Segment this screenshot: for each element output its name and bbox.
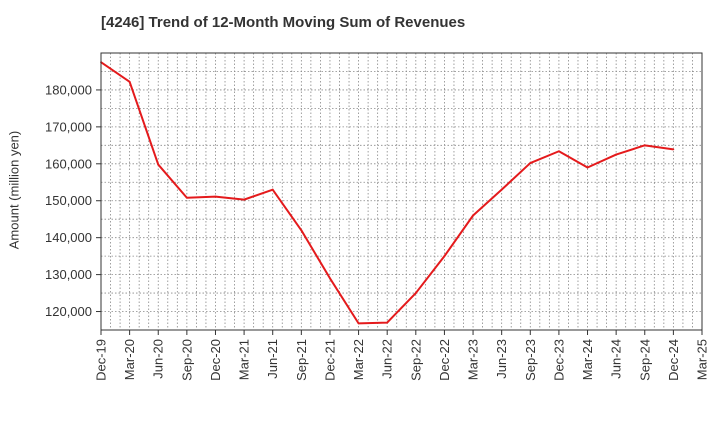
- x-tick-label: Sep-20: [179, 339, 194, 381]
- y-tick-label: 120,000: [45, 304, 92, 319]
- x-tick-label: Sep-22: [408, 339, 423, 381]
- data-point: [414, 292, 417, 294]
- data-point: [615, 153, 618, 156]
- data-point: [214, 195, 217, 198]
- data-point: [500, 188, 503, 191]
- x-tick-label: Sep-23: [523, 339, 538, 381]
- x-tick-label: Sep-24: [637, 339, 652, 381]
- y-tick-label: 160,000: [45, 156, 92, 171]
- data-point: [386, 321, 389, 324]
- data-point: [185, 196, 188, 199]
- x-tick-label: Dec-21: [322, 339, 337, 381]
- x-tick-label: Dec-20: [208, 339, 223, 381]
- x-tick-label: Dec-24: [666, 339, 681, 381]
- plot-frame: [100, 52, 703, 331]
- data-point: [472, 214, 474, 217]
- x-tick-label: Mar-22: [351, 339, 366, 380]
- data-point: [300, 229, 303, 232]
- grid: [100, 52, 702, 331]
- x-tick-label: Jun-21: [265, 339, 280, 379]
- series-layer: [100, 61, 675, 325]
- data-point: [586, 166, 589, 169]
- x-tick-label: Jun-22: [380, 339, 395, 379]
- data-point: [329, 277, 331, 280]
- y-tick-label: 170,000: [45, 119, 92, 134]
- axes: [100, 52, 703, 331]
- x-tick-label: Mar-20: [122, 339, 137, 380]
- x-tick-label: Mar-25: [695, 339, 710, 380]
- x-tick-label: Jun-23: [494, 339, 509, 379]
- y-tick-label: 130,000: [45, 267, 92, 282]
- x-tick-label: Jun-20: [151, 339, 166, 379]
- data-point: [271, 188, 274, 191]
- x-tick-label: Dec-19: [94, 339, 109, 381]
- data-point: [157, 163, 160, 166]
- chart-title: [4246] Trend of 12-Month Moving Sum of R…: [101, 14, 466, 31]
- data-point: [672, 148, 675, 151]
- y-tick-label: 180,000: [45, 82, 92, 97]
- x-tick-label: Dec-23: [551, 339, 566, 381]
- x-tick-label: Mar-21: [237, 339, 252, 380]
- data-point: [643, 144, 646, 147]
- x-ticks: Dec-19 Mar-20 Jun-20 Sep-20 Dec-20 Mar-21 Jun-…: [94, 330, 710, 381]
- x-tick-label: Dec-22: [437, 339, 452, 381]
- y-tick-label: 140,000: [45, 230, 92, 245]
- data-point: [243, 198, 245, 201]
- y-tick-label: 150,000: [45, 193, 92, 208]
- data-point: [357, 322, 360, 325]
- x-tick-label: Mar-24: [580, 339, 595, 380]
- data-point: [529, 162, 532, 164]
- x-tick-label: Jun-24: [609, 339, 624, 379]
- x-tick-label: Sep-21: [294, 339, 309, 381]
- data-point: [443, 255, 446, 258]
- y-ticks: 120,000 130,000 140,000 150,000 160,000 170,0…: [45, 82, 101, 319]
- x-tick-label: Mar-23: [466, 339, 481, 380]
- data-point: [558, 150, 560, 153]
- data-point: [128, 80, 131, 83]
